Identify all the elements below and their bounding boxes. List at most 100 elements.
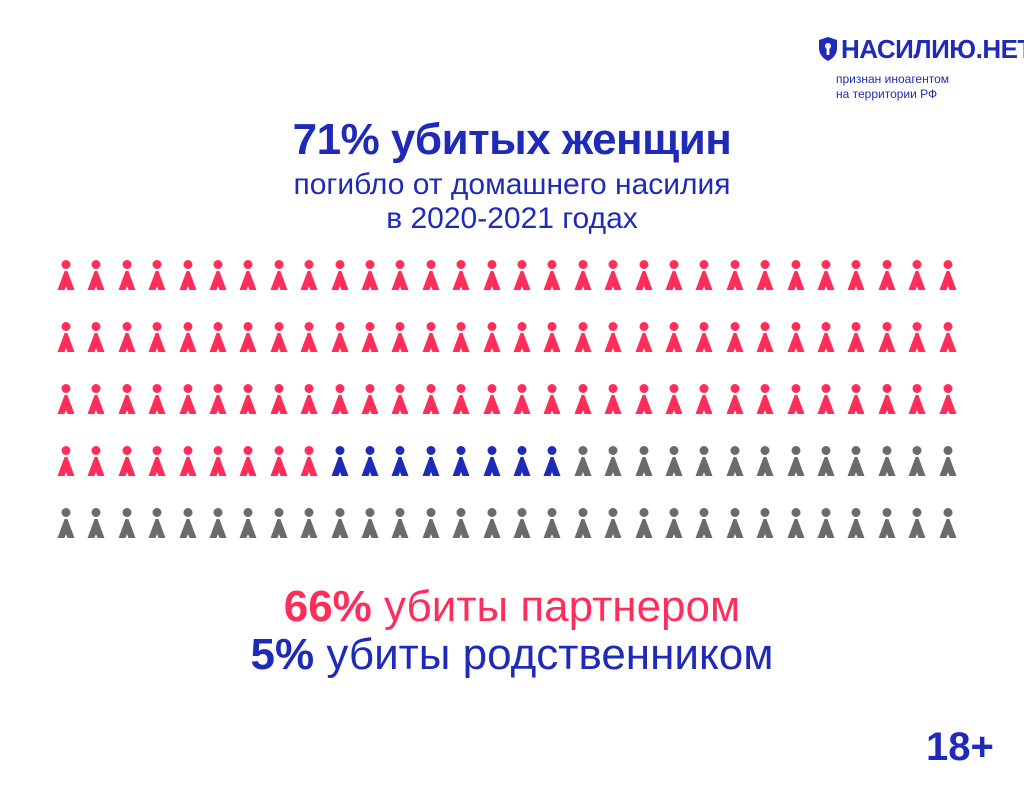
person-icon xyxy=(939,322,957,352)
person-icon xyxy=(817,446,835,476)
person-icon xyxy=(300,508,318,538)
person-icon xyxy=(817,322,835,352)
person-icon xyxy=(179,384,197,414)
person-icon xyxy=(483,260,501,290)
person-icon xyxy=(361,446,379,476)
person-icon xyxy=(331,322,349,352)
person-icon xyxy=(756,322,774,352)
legend-relative: 5% убиты родственником xyxy=(0,630,1024,680)
person-icon xyxy=(878,446,896,476)
person-icon xyxy=(513,260,531,290)
person-icon xyxy=(270,384,288,414)
person-icon xyxy=(574,446,592,476)
person-icon xyxy=(422,322,440,352)
person-icon xyxy=(422,446,440,476)
person-icon xyxy=(908,260,926,290)
person-icon xyxy=(483,384,501,414)
person-icon xyxy=(543,322,561,352)
person-icon xyxy=(513,446,531,476)
person-icon xyxy=(148,260,166,290)
person-icon xyxy=(756,260,774,290)
person-icon xyxy=(300,322,318,352)
person-icon xyxy=(939,446,957,476)
person-icon xyxy=(391,260,409,290)
person-icon xyxy=(361,260,379,290)
person-icon xyxy=(847,508,865,538)
person-icon xyxy=(331,260,349,290)
brand-logo: НАСИЛИЮ.НЕТ xyxy=(818,36,1024,62)
person-icon xyxy=(635,384,653,414)
person-icon xyxy=(179,508,197,538)
person-icon xyxy=(787,446,805,476)
person-icon xyxy=(908,446,926,476)
person-icon xyxy=(756,384,774,414)
person-icon xyxy=(209,384,227,414)
person-icon xyxy=(847,384,865,414)
age-rating-badge: 18+ xyxy=(926,725,994,769)
person-icon xyxy=(239,446,257,476)
person-icon xyxy=(239,260,257,290)
person-icon xyxy=(847,260,865,290)
person-icon xyxy=(300,384,318,414)
person-icon xyxy=(817,260,835,290)
person-icon xyxy=(87,384,105,414)
headline-main: 71% убитых женщин xyxy=(292,115,732,164)
person-icon xyxy=(452,508,470,538)
person-icon xyxy=(787,322,805,352)
person-icon xyxy=(847,322,865,352)
person-icon xyxy=(726,508,744,538)
person-icon xyxy=(179,260,197,290)
person-icon xyxy=(118,260,136,290)
legend-relative-label: убиты родственником xyxy=(326,630,774,679)
person-icon xyxy=(209,260,227,290)
person-icon xyxy=(665,508,683,538)
person-icon xyxy=(726,446,744,476)
person-icon xyxy=(391,446,409,476)
person-icon xyxy=(179,322,197,352)
person-icon xyxy=(817,508,835,538)
person-icon xyxy=(847,446,865,476)
person-icon xyxy=(665,260,683,290)
person-icon xyxy=(665,384,683,414)
person-icon xyxy=(239,508,257,538)
person-icon xyxy=(300,260,318,290)
person-icon xyxy=(908,322,926,352)
legend-partner-label: убиты партнером xyxy=(384,582,741,631)
person-icon xyxy=(665,446,683,476)
person-icon xyxy=(483,508,501,538)
person-icon xyxy=(787,508,805,538)
person-icon xyxy=(787,384,805,414)
person-icon xyxy=(695,260,713,290)
person-icon xyxy=(148,446,166,476)
person-icon xyxy=(452,322,470,352)
person-icon xyxy=(543,446,561,476)
person-icon xyxy=(422,260,440,290)
person-icon xyxy=(118,384,136,414)
disclaimer-line-1: признан иноагентом xyxy=(836,72,950,86)
headline-subtitle-1: погибло от домашнего насилия xyxy=(293,168,731,201)
person-icon xyxy=(452,384,470,414)
person-icon xyxy=(483,322,501,352)
person-icon xyxy=(422,384,440,414)
person-icon xyxy=(574,508,592,538)
person-icon xyxy=(574,384,592,414)
headline-subtitle-2: в 2020-2021 годах xyxy=(386,202,638,235)
person-icon xyxy=(148,384,166,414)
person-icon xyxy=(270,446,288,476)
person-icon xyxy=(270,260,288,290)
person-icon xyxy=(452,446,470,476)
person-icon xyxy=(239,322,257,352)
person-icon xyxy=(361,322,379,352)
person-icon xyxy=(878,260,896,290)
person-icon xyxy=(57,260,75,290)
person-icon xyxy=(878,322,896,352)
person-icon xyxy=(331,446,349,476)
person-icon xyxy=(878,384,896,414)
person-icon xyxy=(239,384,257,414)
person-icon xyxy=(361,508,379,538)
person-icon xyxy=(817,384,835,414)
person-icon xyxy=(604,446,622,476)
legend-relative-percent: 5% xyxy=(250,630,315,679)
person-icon xyxy=(878,508,896,538)
person-icon xyxy=(57,446,75,476)
